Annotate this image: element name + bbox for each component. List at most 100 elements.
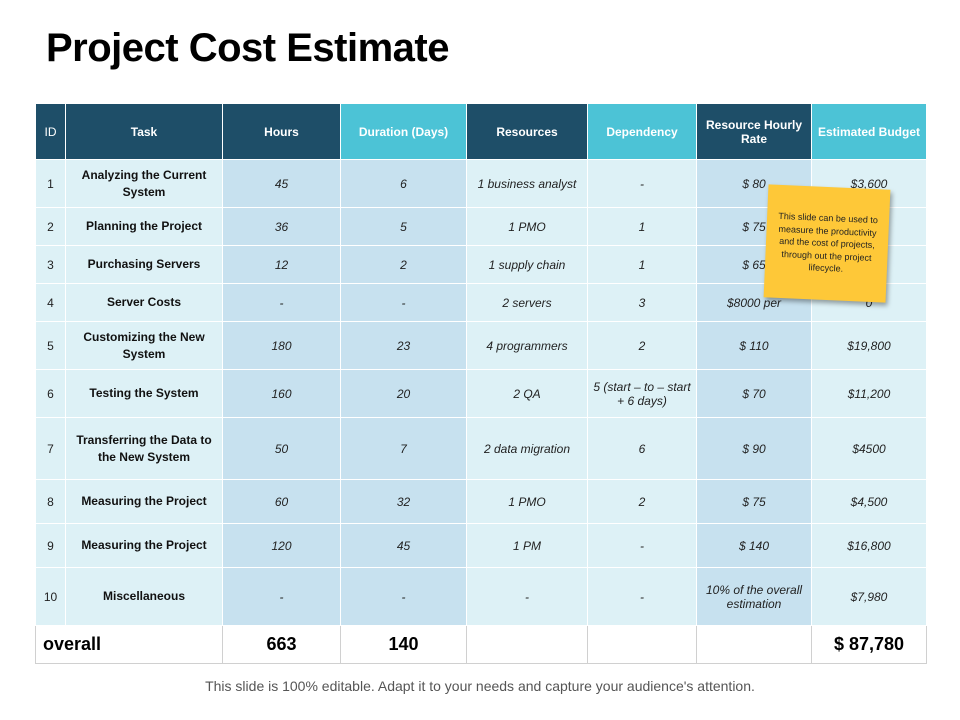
cell-duration: 5 [340,207,467,246]
cell-hours: 60 [222,479,341,524]
cell-estimated-budget: $19,800 [811,321,927,370]
cell-hourly-rate: $ 75 [696,479,812,524]
cell-resources: 1 PM [466,523,588,568]
cell-duration: 45 [340,523,467,568]
total-hours: 663 [222,625,341,664]
cell-duration: 23 [340,321,467,370]
cell-resources: - [466,567,588,626]
cell-dependency: 5 (start – to – start + 6 days) [587,369,697,418]
cell-hourly-rate: $8000 per [696,283,812,322]
cell-task: Testing the System [65,369,223,418]
page-title: Project Cost Estimate [46,26,449,70]
cell-hourly-rate: $ 90 [696,417,812,480]
cell-dependency: 2 [587,479,697,524]
header-hourly-rate: Resource Hourly Rate [696,103,812,160]
cell-resources: 2 QA [466,369,588,418]
cell-id: 1 [35,159,66,208]
cell-id: 7 [35,417,66,480]
cell-resources: 1 business analyst [466,159,588,208]
cell-id: 5 [35,321,66,370]
cell-id: 8 [35,479,66,524]
cell-hours: 36 [222,207,341,246]
cell-id: 3 [35,245,66,284]
cell-duration: - [340,567,467,626]
footer-caption: This slide is 100% editable. Adapt it to… [205,678,755,694]
total-row: overall 663 140 $ 87,780 [35,625,927,664]
header-hours: Hours [222,103,341,160]
cell-hours: 120 [222,523,341,568]
cost-estimate-table: ID Task Hours Duration (Days) Resources … [35,103,927,664]
cell-hours: 50 [222,417,341,480]
cell-task: Server Costs [65,283,223,322]
cell-id: 10 [35,567,66,626]
cell-task: Measuring the Project [65,523,223,568]
cell-id: 4 [35,283,66,322]
total-duration: 140 [340,625,467,664]
cell-dependency: 2 [587,321,697,370]
cell-resources: 2 data migration [466,417,588,480]
cell-hours: - [222,283,341,322]
total-resources [466,625,588,664]
cell-hours: - [222,567,341,626]
cell-hours: 160 [222,369,341,418]
cell-estimated-budget: $7,980 [811,567,927,626]
cell-estimated-budget: $4,500 [811,479,927,524]
cell-hours: 12 [222,245,341,284]
total-label: overall [35,625,223,664]
cell-estimated-budget: $4500 [811,417,927,480]
cell-task: Customizing the New System [65,321,223,370]
cell-id: 2 [35,207,66,246]
total-rate [696,625,812,664]
table-row: 6 Testing the System 160 20 2 QA 5 (start – t… [35,369,927,418]
cell-resources: 4 programmers [466,321,588,370]
cell-duration: 20 [340,369,467,418]
table-row: 8 Measuring the Project 60 32 1 PMO 2 $ 75 $4,5… [35,479,927,524]
cell-hourly-rate: $ 70 [696,369,812,418]
table-row: 10 Miscellaneous - - - -10% of the overall es… [35,567,927,626]
header-dependency: Dependency [587,103,697,160]
cell-task: Planning the Project [65,207,223,246]
cell-duration: 32 [340,479,467,524]
cell-dependency: - [587,567,697,626]
table-row: 3 Purchasing Servers 12 2 1 supply chain 1 $ 6… [35,245,927,284]
cell-hourly-rate: $ 110 [696,321,812,370]
cell-duration: 2 [340,245,467,284]
cell-task: Purchasing Servers [65,245,223,284]
table-row: 2 Planning the Project 36 5 1 PMO 1 $ 75 [35,207,927,246]
table-row: 9 Measuring the Project 120 45 1 PM - $ 140 $16… [35,523,927,568]
cell-duration: 6 [340,159,467,208]
cell-dependency: 3 [587,283,697,322]
cell-duration: 7 [340,417,467,480]
table-header-row: ID Task Hours Duration (Days) Resources … [35,103,927,160]
header-duration: Duration (Days) [340,103,467,160]
cell-dependency: 1 [587,207,697,246]
total-budget: $ 87,780 [811,625,927,664]
cell-estimated-budget: $11,200 [811,369,927,418]
cell-resources: 1 supply chain [466,245,588,284]
cell-task: Measuring the Project [65,479,223,524]
cell-hours: 45 [222,159,341,208]
sticky-note: This slide can be used to measure the pr… [763,184,891,303]
cell-duration: - [340,283,467,322]
cell-task: Transferring the Data to the New System [65,417,223,480]
cell-task: Miscellaneous [65,567,223,626]
table-row: 5 Customizing the New System 180 23 4 progra… [35,321,927,370]
cell-hourly-rate: $ 140 [696,523,812,568]
cell-task: Analyzing the Current System [65,159,223,208]
header-estimated-budget: Estimated Budget [811,103,927,160]
cell-dependency: - [587,159,697,208]
cell-resources: 1 PMO [466,207,588,246]
cell-dependency: 6 [587,417,697,480]
cell-dependency: 1 [587,245,697,284]
header-resources: Resources [466,103,588,160]
header-task: Task [65,103,223,160]
header-id: ID [35,103,66,160]
cell-id: 6 [35,369,66,418]
cell-resources: 2 servers [466,283,588,322]
cell-hourly-rate: 10% of the overall estimation [696,567,812,626]
cell-dependency: - [587,523,697,568]
cell-estimated-budget: $16,800 [811,523,927,568]
cell-resources: 1 PMO [466,479,588,524]
cell-hours: 180 [222,321,341,370]
table-row: 7 Transferring the Data to the New System… [35,417,927,480]
